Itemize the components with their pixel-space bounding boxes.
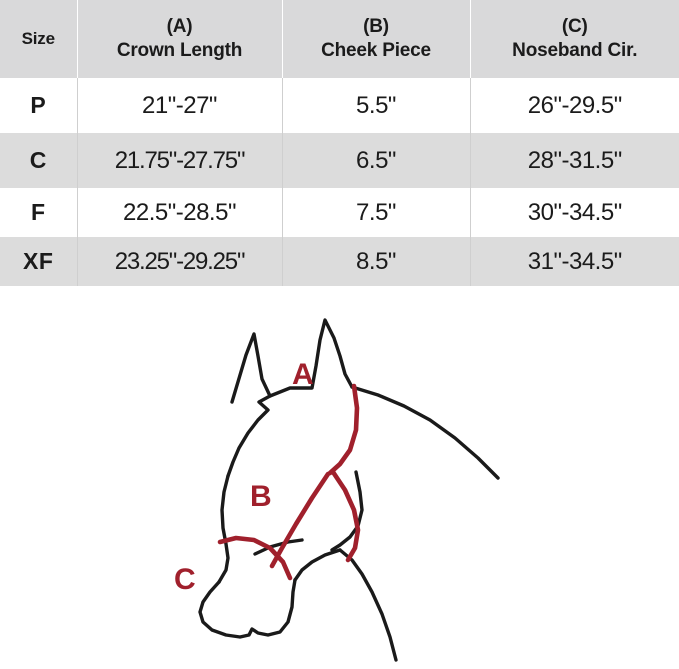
measurement-lines-group	[217, 383, 361, 581]
column-code-b: (B)	[363, 16, 389, 38]
label-c: C	[174, 563, 196, 596]
forelock-ridge-path	[268, 318, 354, 398]
column-header-cheek-piece: (B) Cheek Piece	[282, 0, 471, 78]
cell-size: P	[0, 78, 78, 133]
lower-jaw-path	[293, 548, 342, 582]
label-a: A	[292, 358, 314, 391]
cell-crown-length: 23.25"-29.25"	[77, 237, 283, 286]
cell-size: XF	[0, 237, 78, 286]
cell-noseband-cir: 26"-29.5"	[470, 78, 679, 133]
cell-crown-length: 21"-27"	[77, 78, 283, 133]
cell-size: F	[0, 188, 78, 237]
cell-cheek-piece: 6.5"	[282, 133, 471, 188]
column-name-noseband-cir: Noseband Cir.	[512, 40, 638, 61]
cell-size: C	[0, 133, 78, 188]
column-code-a: (A)	[166, 16, 193, 38]
cell-crown-length: 22.5"-28.5"	[77, 188, 283, 237]
cell-noseband-cir: 28"-31.5"	[470, 133, 679, 188]
column-code-c: (C)	[561, 16, 588, 38]
cell-noseband-cir: 31"-34.5"	[470, 237, 679, 286]
table-body: P 21"-27" 5.5" 26"-29.5" C 21.75"-27.75"…	[0, 78, 679, 286]
ears-and-poll-path	[226, 332, 272, 478]
horse-head-diagram: A B C	[0, 292, 679, 669]
throat-latch-path	[338, 548, 398, 662]
cell-crown-length: 21.75"-27.75"	[77, 133, 283, 188]
table-row: C 21.75"-27.75" 6.5" 28"-31.5"	[0, 133, 679, 188]
cell-cheek-piece: 5.5"	[282, 78, 471, 133]
column-header-size: Size	[0, 0, 78, 78]
cell-noseband-cir: 30"-34.5"	[470, 188, 679, 237]
face-profile-path	[217, 474, 230, 584]
table-row: XF 23.25"-29.25" 8.5" 31"-34.5"	[0, 237, 679, 286]
label-b: B	[250, 480, 272, 513]
muzzle-path	[198, 578, 297, 639]
cell-cheek-piece: 8.5"	[282, 237, 471, 286]
table-header: Size (A) Crown Length (B) Cheek Piece (C…	[0, 0, 679, 78]
horse-head-svg: A B C	[174, 318, 500, 662]
measure-line-a-crown	[327, 383, 360, 476]
measure-line-b-outer	[330, 469, 361, 563]
cell-cheek-piece: 7.5"	[282, 188, 471, 237]
jaw-inner-line-path	[253, 538, 304, 556]
column-header-noseband-cir: (C) Noseband Cir.	[470, 0, 679, 78]
table-row: P 21"-27" 5.5" 26"-29.5"	[0, 78, 679, 133]
horse-outline-group	[198, 318, 500, 662]
column-name-crown-length: Crown Length	[116, 40, 243, 61]
column-name-cheek-piece: Cheek Piece	[321, 40, 431, 61]
measure-line-c-noseband	[217, 535, 293, 581]
mane-crest-path	[350, 385, 500, 480]
measure-line-b-cheek	[269, 471, 331, 569]
table-header-row: Size (A) Crown Length (B) Cheek Piece (C…	[0, 0, 679, 78]
size-chart-table: Size (A) Crown Length (B) Cheek Piece (C…	[0, 0, 679, 286]
column-header-crown-length: (A) Crown Length	[77, 0, 283, 78]
table-row: F 22.5"-28.5" 7.5" 30"-34.5"	[0, 188, 679, 237]
column-header-size-label: Size	[21, 28, 55, 48]
